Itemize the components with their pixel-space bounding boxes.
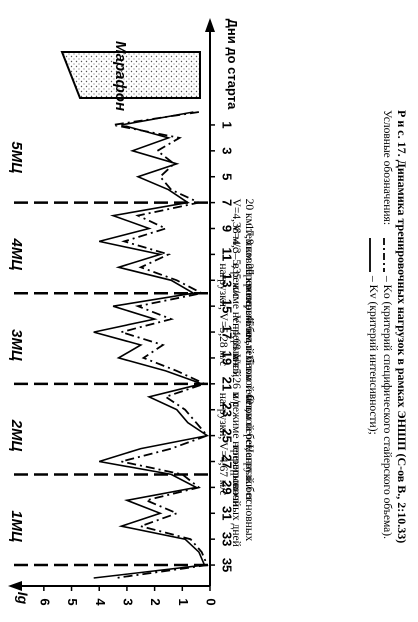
annotation-line: 15 км темповой бег, (243, 354, 255, 451)
plot-area: 13579111315171921232527293133350123456Дн… (8, 18, 255, 606)
annotation-line: 20 км переменный бег (243, 263, 255, 372)
annotation-line: V=5,26 м/с (230, 354, 242, 407)
day-axis-arrow (205, 18, 215, 32)
annotation-line: 40 км переменный бег (243, 393, 255, 502)
cycle-label: 1МЦ (8, 510, 25, 542)
series-line-ko (112, 111, 209, 579)
annotation-line: в режиме непрерывной (230, 393, 242, 507)
day-tick-label: 29 (220, 480, 235, 494)
annotation-line: 45 км темповой бег, (243, 315, 255, 412)
day-tick-label: 23 (220, 402, 235, 416)
day-tick-label: 19 (220, 351, 235, 365)
value-axis-label: Ig (15, 592, 31, 605)
value-tick-label: 0 (204, 598, 219, 605)
annotation-line: V=4,38 м/с (230, 199, 242, 252)
day-tick-label: 9 (220, 225, 235, 232)
day-axis-label: Дни до старта (225, 19, 240, 110)
value-tick-label: 2 (148, 598, 163, 605)
cycle-label: 4МЦ (8, 237, 25, 270)
annotation-line: V=4,3–5,35 м/с (230, 225, 242, 299)
legend-text-ko: – Ko (критерий специфического стайерског… (381, 275, 393, 539)
annotation-line: 17,8 км переменный бег, (243, 225, 255, 345)
value-tick-label: 3 (120, 598, 135, 605)
day-tick-label: 33 (220, 532, 235, 546)
value-tick-label: 5 (65, 598, 80, 605)
marathon-box (60, 51, 201, 99)
cycle-label: 2МЦ (8, 419, 25, 452)
day-tick-label: 17 (220, 325, 235, 339)
marathon-label: Марафон (112, 41, 129, 111)
caption-legend-intro: Условные обозначения: (381, 110, 393, 225)
annotation-line: Нагрузки основных (243, 445, 255, 542)
day-tick-label: 31 (220, 506, 235, 520)
day-tick-label: 27 (220, 454, 235, 468)
day-tick-label: 13 (220, 273, 235, 287)
day-tick-label: 11 (220, 248, 235, 262)
day-tick-label: 3 (220, 147, 235, 154)
annotation-line: тренировочных дней (230, 445, 242, 547)
day-tick-label: 5 (220, 173, 235, 180)
annotation-line: 20 км темповой кросс, (243, 199, 255, 309)
annotation-line: V=4,69 м/с (230, 315, 242, 368)
day-tick-label: 25 (220, 428, 235, 442)
day-tick-label: 15 (220, 299, 235, 313)
day-tick-label: 21 (220, 377, 235, 391)
value-tick-label: 4 (93, 598, 108, 606)
value-axis-arrow (8, 581, 22, 591)
legend-text-kv: – Kv (критерий интенсивности); (367, 275, 379, 435)
cycle-label: 3МЦ (8, 329, 25, 361)
annotation-line: нагрузки, V=5,28 м/с (217, 263, 229, 366)
value-tick-label: 1 (176, 598, 191, 605)
value-tick-label: 6 (37, 598, 52, 605)
series-line-kv (93, 111, 210, 579)
day-tick-label: 1 (220, 121, 235, 128)
day-tick-label: 35 (220, 558, 235, 572)
cycle-label: 5МЦ (8, 141, 25, 173)
annotation-line: в режиме непрерывной (230, 263, 242, 377)
day-tick-label: 7 (220, 199, 235, 206)
caption: Р и с. 17. Динамика тренировочных нагруз… (367, 110, 409, 543)
annotation-line: нагрузки, V=4,67 м/с (217, 393, 229, 496)
caption-title: Р и с. 17. Динамика тренировочных нагруз… (395, 110, 409, 543)
